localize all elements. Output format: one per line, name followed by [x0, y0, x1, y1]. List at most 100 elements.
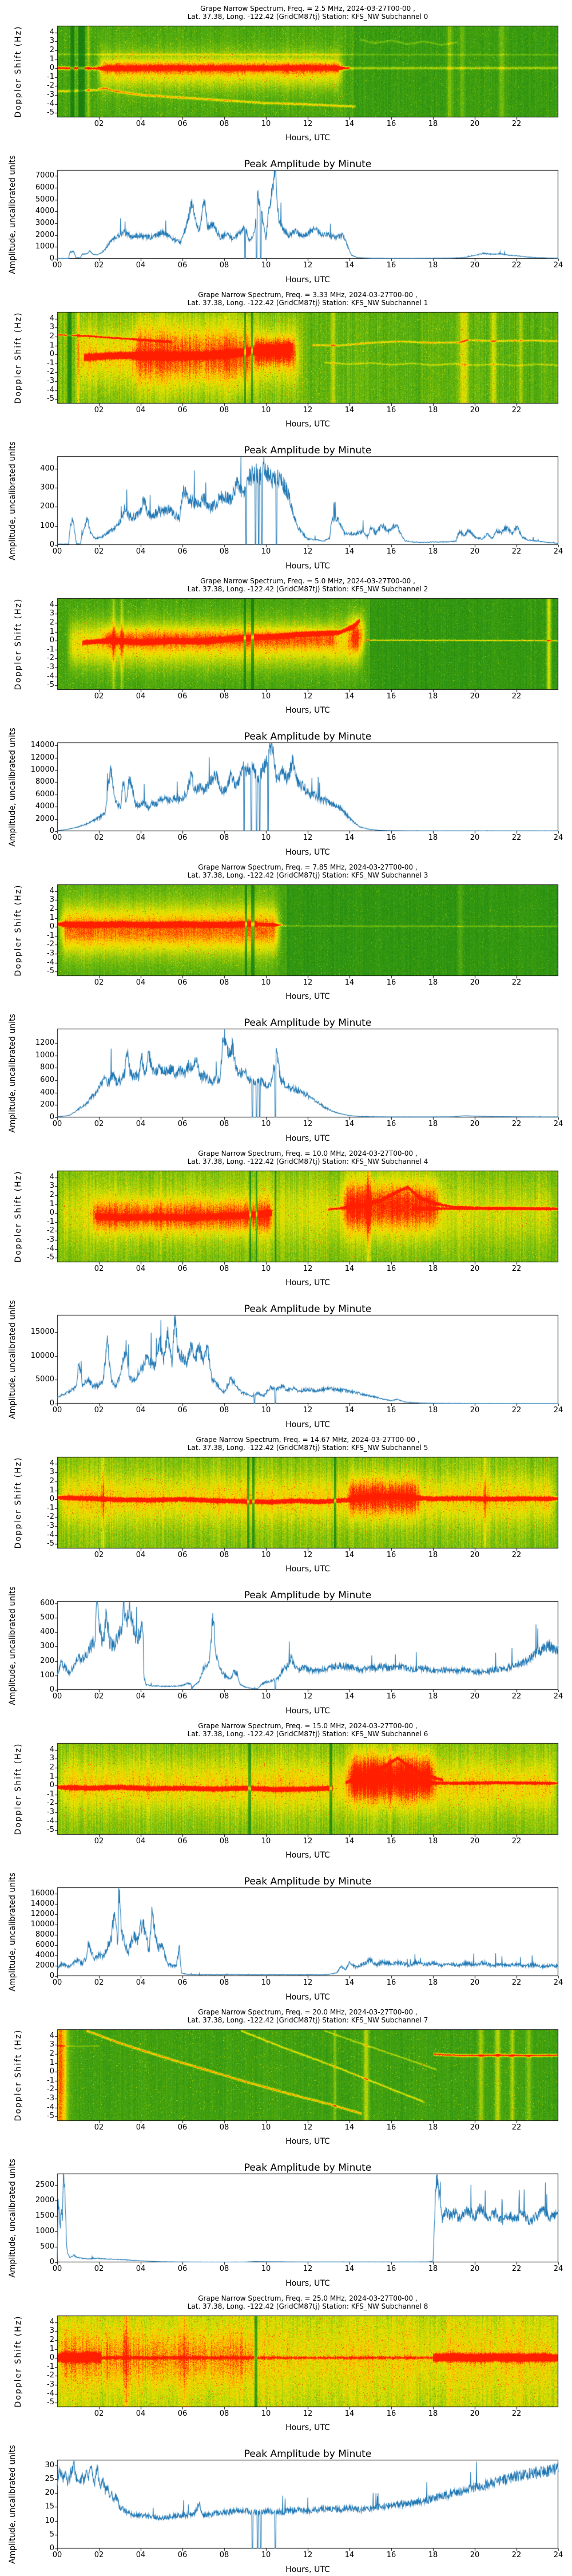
spec-ytick-label: -2 — [47, 1512, 54, 1522]
amp-xtick-label: 00 — [52, 547, 62, 556]
amp-xtick-label: 12 — [303, 1978, 313, 1987]
spec-ytick-label: -2 — [47, 940, 54, 949]
spec-title-4: Grape Narrow Spectrum, Freq. = 10.0 MHz,… — [198, 1149, 418, 1157]
spec-ytick-label: 0 — [49, 1208, 54, 1218]
spec-xtick-label: 08 — [219, 1837, 229, 1846]
spec-xtick-label: 14 — [344, 406, 355, 414]
spec-ytick-label: 4 — [49, 2317, 54, 2326]
spec-xlabel-4: Hours, UTC — [285, 1278, 330, 1287]
spectrogram-canvas-3 — [0, 859, 572, 1002]
spec-ytick-label: -5 — [47, 394, 54, 404]
amp-xtick-label: 12 — [303, 1692, 313, 1701]
amp-xtick-label: 24 — [553, 547, 563, 556]
amplitude-canvas-1 — [0, 429, 572, 572]
spec-ytick-label: 4 — [49, 886, 54, 895]
amp-ytick-label: 1200 — [35, 1038, 54, 1047]
amp-ytick-label: 12000 — [30, 1909, 54, 1918]
amp-xlabel-3: Hours, UTC — [285, 1134, 330, 1143]
spec-ytick-label: -3 — [47, 90, 54, 99]
amp-xtick-label: 00 — [52, 1978, 62, 1987]
spec-ytick-label: 3 — [49, 2040, 54, 2049]
amp-ytick-label: 8000 — [35, 1930, 54, 1939]
amp-ytick-label: 400 — [40, 1088, 54, 1097]
amp-xtick-label: 16 — [386, 1978, 396, 1987]
amp-xtick-label: 16 — [386, 261, 396, 270]
amp-ytick-label: 14000 — [30, 741, 54, 750]
amp-xtick-label: 20 — [470, 1120, 480, 1128]
amp-ytick-label: 10000 — [30, 1919, 54, 1929]
amp-xtick-label: 06 — [177, 1978, 188, 1987]
amp-ytick-label: 10 — [45, 2516, 54, 2525]
amp-xlabel-6: Hours, UTC — [285, 1993, 330, 2002]
amp-ytick-label: 6000 — [35, 789, 54, 799]
amp-ytick-label: 0 — [49, 1971, 54, 1980]
spec-ytick-label: -1 — [47, 931, 54, 940]
spec-ytick-label: -5 — [47, 967, 54, 976]
amplitude-canvas-0 — [0, 143, 572, 286]
spec-ytick-label: 1 — [49, 2058, 54, 2067]
spectrogram-canvas-8 — [0, 2290, 572, 2433]
amp-xtick-label: 12 — [303, 547, 313, 556]
amp-ylabel-8: Amplitude, uncalibrated units — [8, 2444, 17, 2564]
spec-ytick-label: 2 — [49, 2335, 54, 2344]
spec-xtick-label: 06 — [177, 2123, 188, 2132]
spec-xtick-label: 04 — [136, 978, 146, 987]
amp-xtick-label: 08 — [219, 261, 229, 270]
amp-title-6: Peak Amplitude by Minute — [244, 1876, 372, 1887]
amp-xtick-label: 20 — [470, 833, 480, 842]
spec-ytick-label: -2 — [47, 2085, 54, 2094]
spec-xtick-label: 18 — [428, 1265, 438, 1273]
amp-xtick-label: 04 — [136, 2265, 146, 2273]
spec-ytick-label: -1 — [47, 2076, 54, 2085]
amp-xtick-label: 16 — [386, 1406, 396, 1415]
spec-ytick-label: -1 — [47, 1503, 54, 1512]
spec-xtick-label: 04 — [136, 1837, 146, 1846]
spec-xlabel-3: Hours, UTC — [285, 992, 330, 1001]
amp-xtick-label: 02 — [94, 1120, 104, 1128]
amp-xtick-label: 04 — [136, 1692, 146, 1701]
amp-xtick-label: 24 — [553, 1978, 563, 1987]
spec-ytick-label: -2 — [47, 2371, 54, 2380]
amp-ytick-label: 4000 — [35, 1950, 54, 1959]
spec-xtick-label: 22 — [511, 692, 522, 701]
spec-xtick-label: 08 — [219, 692, 229, 701]
amp-ytick-label: 15 — [45, 2502, 54, 2511]
spec-xtick-label: 18 — [428, 1551, 438, 1559]
spec-title-7: Grape Narrow Spectrum, Freq. = 20.0 MHz,… — [198, 2008, 418, 2016]
amp-xtick-label: 18 — [428, 1120, 438, 1128]
spec-xtick-label: 06 — [177, 2409, 188, 2418]
spec-xtick-label: 18 — [428, 978, 438, 987]
spec-xtick-label: 12 — [303, 1551, 313, 1559]
spec-ytick-label: 0 — [49, 64, 54, 73]
amp-ytick-label: 6000 — [35, 183, 54, 192]
amp-xtick-label: 10 — [261, 1120, 271, 1128]
amp-ylabel-5: Amplitude, uncalibrated units — [8, 1586, 17, 1705]
amp-xtick-label: 10 — [261, 2265, 271, 2273]
spec-xtick-label: 02 — [94, 1837, 104, 1846]
spec-xtick-label: 22 — [511, 1837, 522, 1846]
amp-xtick-label: 18 — [428, 1692, 438, 1701]
spec-ytick-label: 3 — [49, 1468, 54, 1477]
amp-xtick-label: 18 — [428, 2265, 438, 2273]
spec-ytick-label: 1 — [49, 341, 54, 350]
amp-xtick-label: 06 — [177, 2551, 188, 2559]
spec-ytick-label: 3 — [49, 2326, 54, 2336]
spec-xtick-label: 08 — [219, 1551, 229, 1559]
spec-ytick-label: 4 — [49, 1172, 54, 1182]
amp-xtick-label: 24 — [553, 2265, 563, 2273]
amp-xlabel-7: Hours, UTC — [285, 2279, 330, 2288]
amp-xtick-label: 16 — [386, 547, 396, 556]
amp-ytick-label: 3000 — [35, 219, 54, 227]
amp-xtick-label: 00 — [52, 833, 62, 842]
spec-ytick-label: 0 — [49, 1495, 54, 1504]
amp-ytick-label: 800 — [40, 1063, 54, 1072]
spec-xtick-label: 02 — [94, 406, 104, 414]
spec-xtick-label: 20 — [470, 692, 480, 701]
amp-ytick-label: 200 — [40, 1656, 54, 1665]
spec-xtick-label: 22 — [511, 2409, 522, 2418]
spec-ytick-label: -4 — [47, 958, 54, 967]
amp-xtick-label: 06 — [177, 1692, 188, 1701]
spec-title-3: Grape Narrow Spectrum, Freq. = 7.85 MHz,… — [198, 863, 418, 871]
spec-xtick-label: 12 — [303, 692, 313, 701]
spec-xlabel-7: Hours, UTC — [285, 2137, 330, 2146]
